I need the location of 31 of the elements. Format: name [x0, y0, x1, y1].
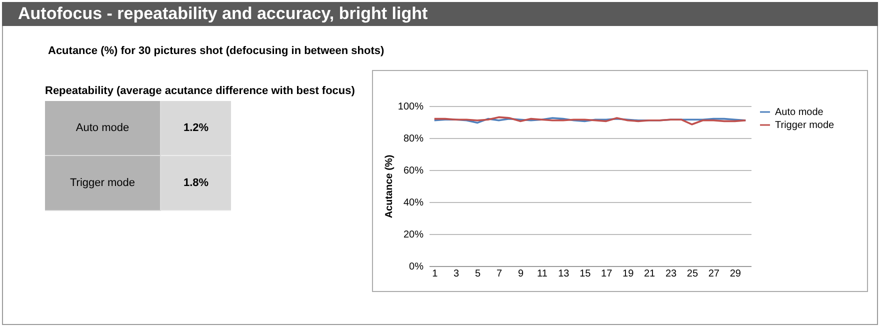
x-tick-label: 13	[558, 268, 570, 280]
x-tick-label: 1	[432, 268, 438, 280]
x-tick-label: 17	[601, 268, 613, 280]
x-tick-label: 29	[730, 268, 742, 280]
y-tick-label: 40%	[403, 198, 424, 208]
x-tick-label: 27	[708, 268, 720, 280]
category-label: Auto mode	[45, 101, 161, 156]
legend-label: Trigger mode	[775, 120, 835, 131]
x-tick-label: 25	[686, 268, 698, 280]
x-tick-label: 5	[475, 268, 482, 280]
text: Repeatability (average acutance difference with best focus)	[45, 85, 355, 97]
x-tick-label: 21	[644, 268, 656, 280]
category-label: Trigger mode	[45, 156, 161, 211]
y-tick-label: 100%	[398, 102, 424, 112]
text: Acutance (%) for 30 pictures shot (defocusing in between shots)	[48, 45, 384, 57]
x-tick-label: 9	[518, 268, 524, 280]
text: 1.8%	[183, 177, 209, 189]
legend-label: Auto mode	[775, 107, 824, 118]
x-tick-label: 23	[665, 268, 677, 280]
x-tick-label: 15	[580, 268, 592, 280]
y-tick-label: 0%	[409, 262, 424, 272]
x-tick-label: 11	[537, 268, 548, 280]
x-tick-label: 7	[496, 268, 502, 280]
y-tick-label: 80%	[403, 134, 424, 144]
text: 1.2%	[183, 122, 209, 134]
text: Autofocus - repeatability and accuracy, bright light	[2, 2, 878, 26]
y-axis-title: Acutance (%)	[384, 154, 395, 218]
x-tick-label: 19	[622, 268, 634, 280]
x-tick-label: 3	[454, 268, 460, 280]
y-tick-label: 60%	[403, 166, 424, 176]
y-tick-label: 20%	[403, 230, 424, 240]
